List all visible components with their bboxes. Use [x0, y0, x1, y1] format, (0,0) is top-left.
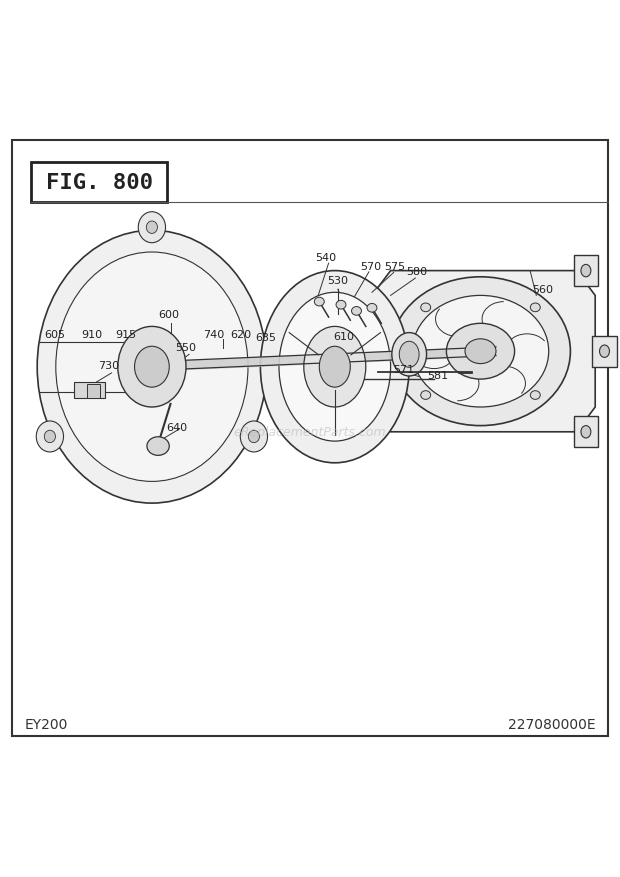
Ellipse shape	[138, 212, 166, 244]
Ellipse shape	[465, 339, 496, 364]
Ellipse shape	[260, 271, 409, 463]
Ellipse shape	[421, 391, 431, 400]
Ellipse shape	[135, 346, 169, 388]
Ellipse shape	[319, 346, 350, 388]
Polygon shape	[74, 382, 105, 398]
Text: 605: 605	[44, 330, 65, 340]
Ellipse shape	[367, 304, 377, 313]
Text: 530: 530	[327, 275, 348, 286]
Text: 740: 740	[203, 330, 224, 340]
Ellipse shape	[44, 431, 55, 443]
Ellipse shape	[147, 438, 169, 456]
Ellipse shape	[304, 327, 366, 408]
Text: 610: 610	[334, 332, 355, 341]
Text: 227080000E: 227080000E	[508, 717, 595, 731]
Bar	[87, 385, 100, 398]
Ellipse shape	[446, 324, 515, 380]
Ellipse shape	[412, 296, 549, 408]
Ellipse shape	[249, 431, 260, 443]
Text: 910: 910	[81, 330, 102, 340]
Ellipse shape	[530, 303, 540, 312]
Ellipse shape	[392, 333, 427, 376]
Ellipse shape	[279, 293, 391, 442]
Text: 560: 560	[532, 285, 553, 295]
Text: 571: 571	[393, 365, 414, 374]
Ellipse shape	[241, 422, 268, 453]
Text: 620: 620	[230, 330, 251, 340]
Text: EY200: EY200	[25, 717, 68, 731]
Ellipse shape	[146, 222, 157, 234]
Ellipse shape	[36, 422, 63, 453]
Ellipse shape	[314, 298, 324, 307]
Text: 575: 575	[384, 261, 405, 271]
Text: 600: 600	[158, 310, 179, 319]
Bar	[574, 417, 598, 448]
Text: FIG. 800: FIG. 800	[46, 173, 153, 193]
Ellipse shape	[421, 303, 431, 312]
Ellipse shape	[391, 277, 570, 426]
Ellipse shape	[352, 307, 361, 316]
Text: 580: 580	[406, 267, 427, 276]
Text: 570: 570	[360, 261, 381, 271]
Text: eReplacementParts.com: eReplacementParts.com	[234, 426, 386, 438]
Ellipse shape	[56, 253, 248, 481]
Text: 581: 581	[427, 370, 448, 381]
Text: 730: 730	[98, 361, 119, 371]
Bar	[574, 256, 598, 287]
Bar	[31, 163, 167, 203]
Text: 915: 915	[115, 330, 136, 340]
Ellipse shape	[37, 231, 267, 503]
Text: 550: 550	[175, 343, 197, 353]
Ellipse shape	[581, 426, 591, 438]
Ellipse shape	[336, 301, 346, 310]
Ellipse shape	[581, 265, 591, 277]
Text: 640: 640	[166, 423, 187, 432]
Bar	[592, 336, 617, 367]
Ellipse shape	[530, 391, 540, 400]
Ellipse shape	[600, 346, 609, 358]
Polygon shape	[372, 271, 595, 432]
Ellipse shape	[118, 327, 186, 408]
Text: 540: 540	[315, 253, 336, 262]
Text: 635: 635	[255, 332, 276, 343]
Ellipse shape	[399, 342, 419, 367]
